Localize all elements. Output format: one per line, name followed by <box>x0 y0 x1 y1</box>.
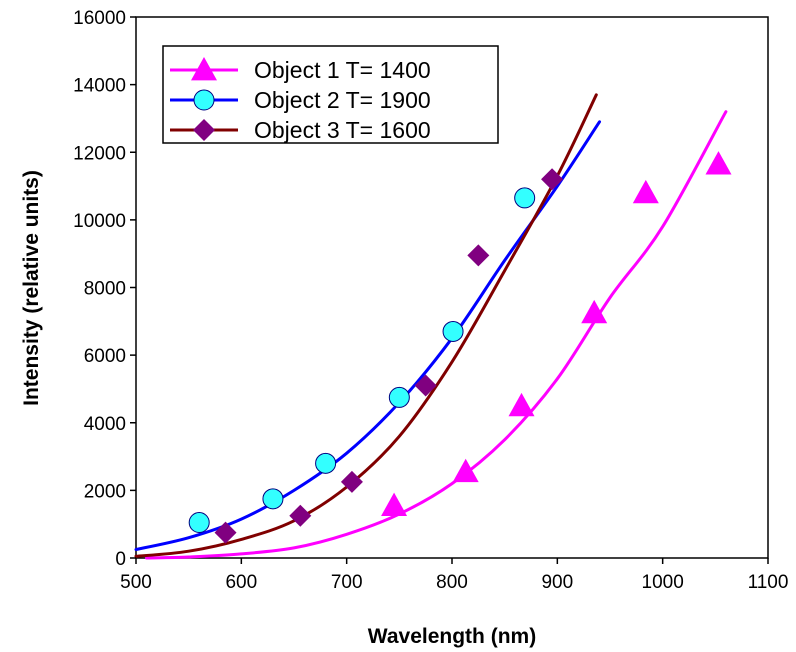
x-tick-label: 600 <box>225 572 257 593</box>
series-3-point <box>214 521 237 544</box>
x-tick-label: 1100 <box>748 572 789 593</box>
legend-label-2: Object 2 T= 1900 <box>254 87 431 113</box>
series-3-point <box>289 504 312 527</box>
series-line-1 <box>145 110 728 560</box>
series-2-point <box>514 187 536 209</box>
series-line-3 <box>134 93 598 558</box>
y-tick-label: 0 <box>115 549 126 570</box>
series-3-point <box>541 168 564 191</box>
y-tick-label: 12000 <box>73 143 126 164</box>
x-axis-title: Wavelength (nm) <box>368 625 536 648</box>
series-1-point <box>381 492 408 516</box>
series-1-point <box>452 458 479 483</box>
series-1-point <box>705 151 732 175</box>
x-tick-label: 800 <box>436 572 468 593</box>
series-2-point <box>388 386 410 408</box>
y-axis: 0 2000 4000 6000 8000 10000 12000 14000 16000 <box>73 8 136 570</box>
y-axis-title: Intensity (relative units) <box>20 170 43 406</box>
series-3-point <box>467 244 490 267</box>
legend-box <box>162 45 499 144</box>
x-tick-label: 700 <box>331 572 363 593</box>
x-tick-label: 500 <box>120 572 152 593</box>
y-tick-label: 4000 <box>84 414 126 435</box>
series-2-point <box>188 511 210 533</box>
x-axis: 500 600 700 800 900 1000 1100 <box>120 558 788 593</box>
series-3-point <box>414 374 437 397</box>
data-markers <box>188 151 732 544</box>
y-tick-label: 14000 <box>73 76 126 97</box>
series-2-point <box>442 320 464 342</box>
y-tick-label: 6000 <box>84 346 126 367</box>
legend-swatch-marker-1 <box>191 57 217 81</box>
series-1-point <box>581 299 608 324</box>
legend-label-3: Object 3 T= 1600 <box>254 117 431 143</box>
x-tick-label: 900 <box>541 572 573 593</box>
series-1-point <box>508 392 535 417</box>
series-3-point <box>340 470 363 493</box>
y-tick-label: 10000 <box>73 211 126 232</box>
series-2-point <box>315 452 337 474</box>
legend-swatch-marker-3 <box>193 119 215 141</box>
series-1-point <box>632 179 659 204</box>
y-tick-label: 2000 <box>84 481 126 502</box>
legend-swatch-marker-2 <box>193 89 215 111</box>
legend-label-1: Object 1 T= 1400 <box>254 57 431 83</box>
y-tick-label: 16000 <box>73 8 126 29</box>
legend-items: Object 1 T= 1400 Object 2 T= 1900 Object 3… <box>170 57 431 143</box>
x-tick-label: 1000 <box>642 572 684 593</box>
legend: Object 1 T= 1400 Object 2 T= 1900 Object 3… <box>162 45 499 144</box>
series-2-point <box>262 488 284 510</box>
y-tick-label: 8000 <box>84 279 126 300</box>
